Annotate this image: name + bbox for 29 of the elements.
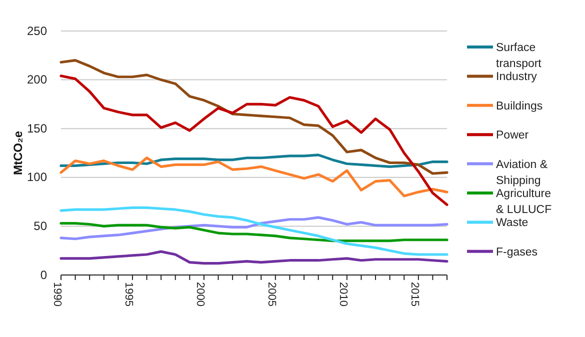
y-tick-label: 200 [26, 72, 48, 87]
y-tick-label: 100 [26, 170, 48, 184]
line-series [60, 74, 448, 206]
legend-label: Surface transport [496, 42, 542, 70]
line-series [60, 250, 448, 265]
line-series [60, 216, 448, 240]
legend-label: Industry [496, 71, 538, 84]
y-axis-title: MtCO₂e [11, 130, 25, 175]
legend-label: Aviation & Shipping [496, 158, 548, 187]
x-tick-label: 2015 [408, 282, 421, 306]
line-series [60, 154, 448, 168]
line-series [60, 58, 448, 175]
legend-label: Agriculture & LULUCF [496, 188, 552, 216]
x-tick-label: 2005 [266, 282, 278, 306]
x-tick-label: 2000 [194, 282, 206, 306]
legend-label: F-gases [496, 246, 538, 258]
legend-label: Power [496, 130, 529, 142]
y-tick-label: 250 [26, 24, 48, 38]
y-tick-label: 50 [34, 219, 48, 234]
y-tick-label: 150 [26, 121, 48, 136]
line-series [60, 222, 448, 242]
legend-label: Buildings [496, 100, 543, 112]
x-tick-label: 1995 [122, 282, 135, 306]
x-tick-label: 1990 [51, 282, 64, 306]
line-series [60, 156, 448, 198]
x-tick-label: 2010 [337, 282, 350, 306]
y-tick-label: 0 [40, 268, 48, 282]
legend-label: Waste [496, 217, 528, 230]
line-series [60, 206, 448, 256]
